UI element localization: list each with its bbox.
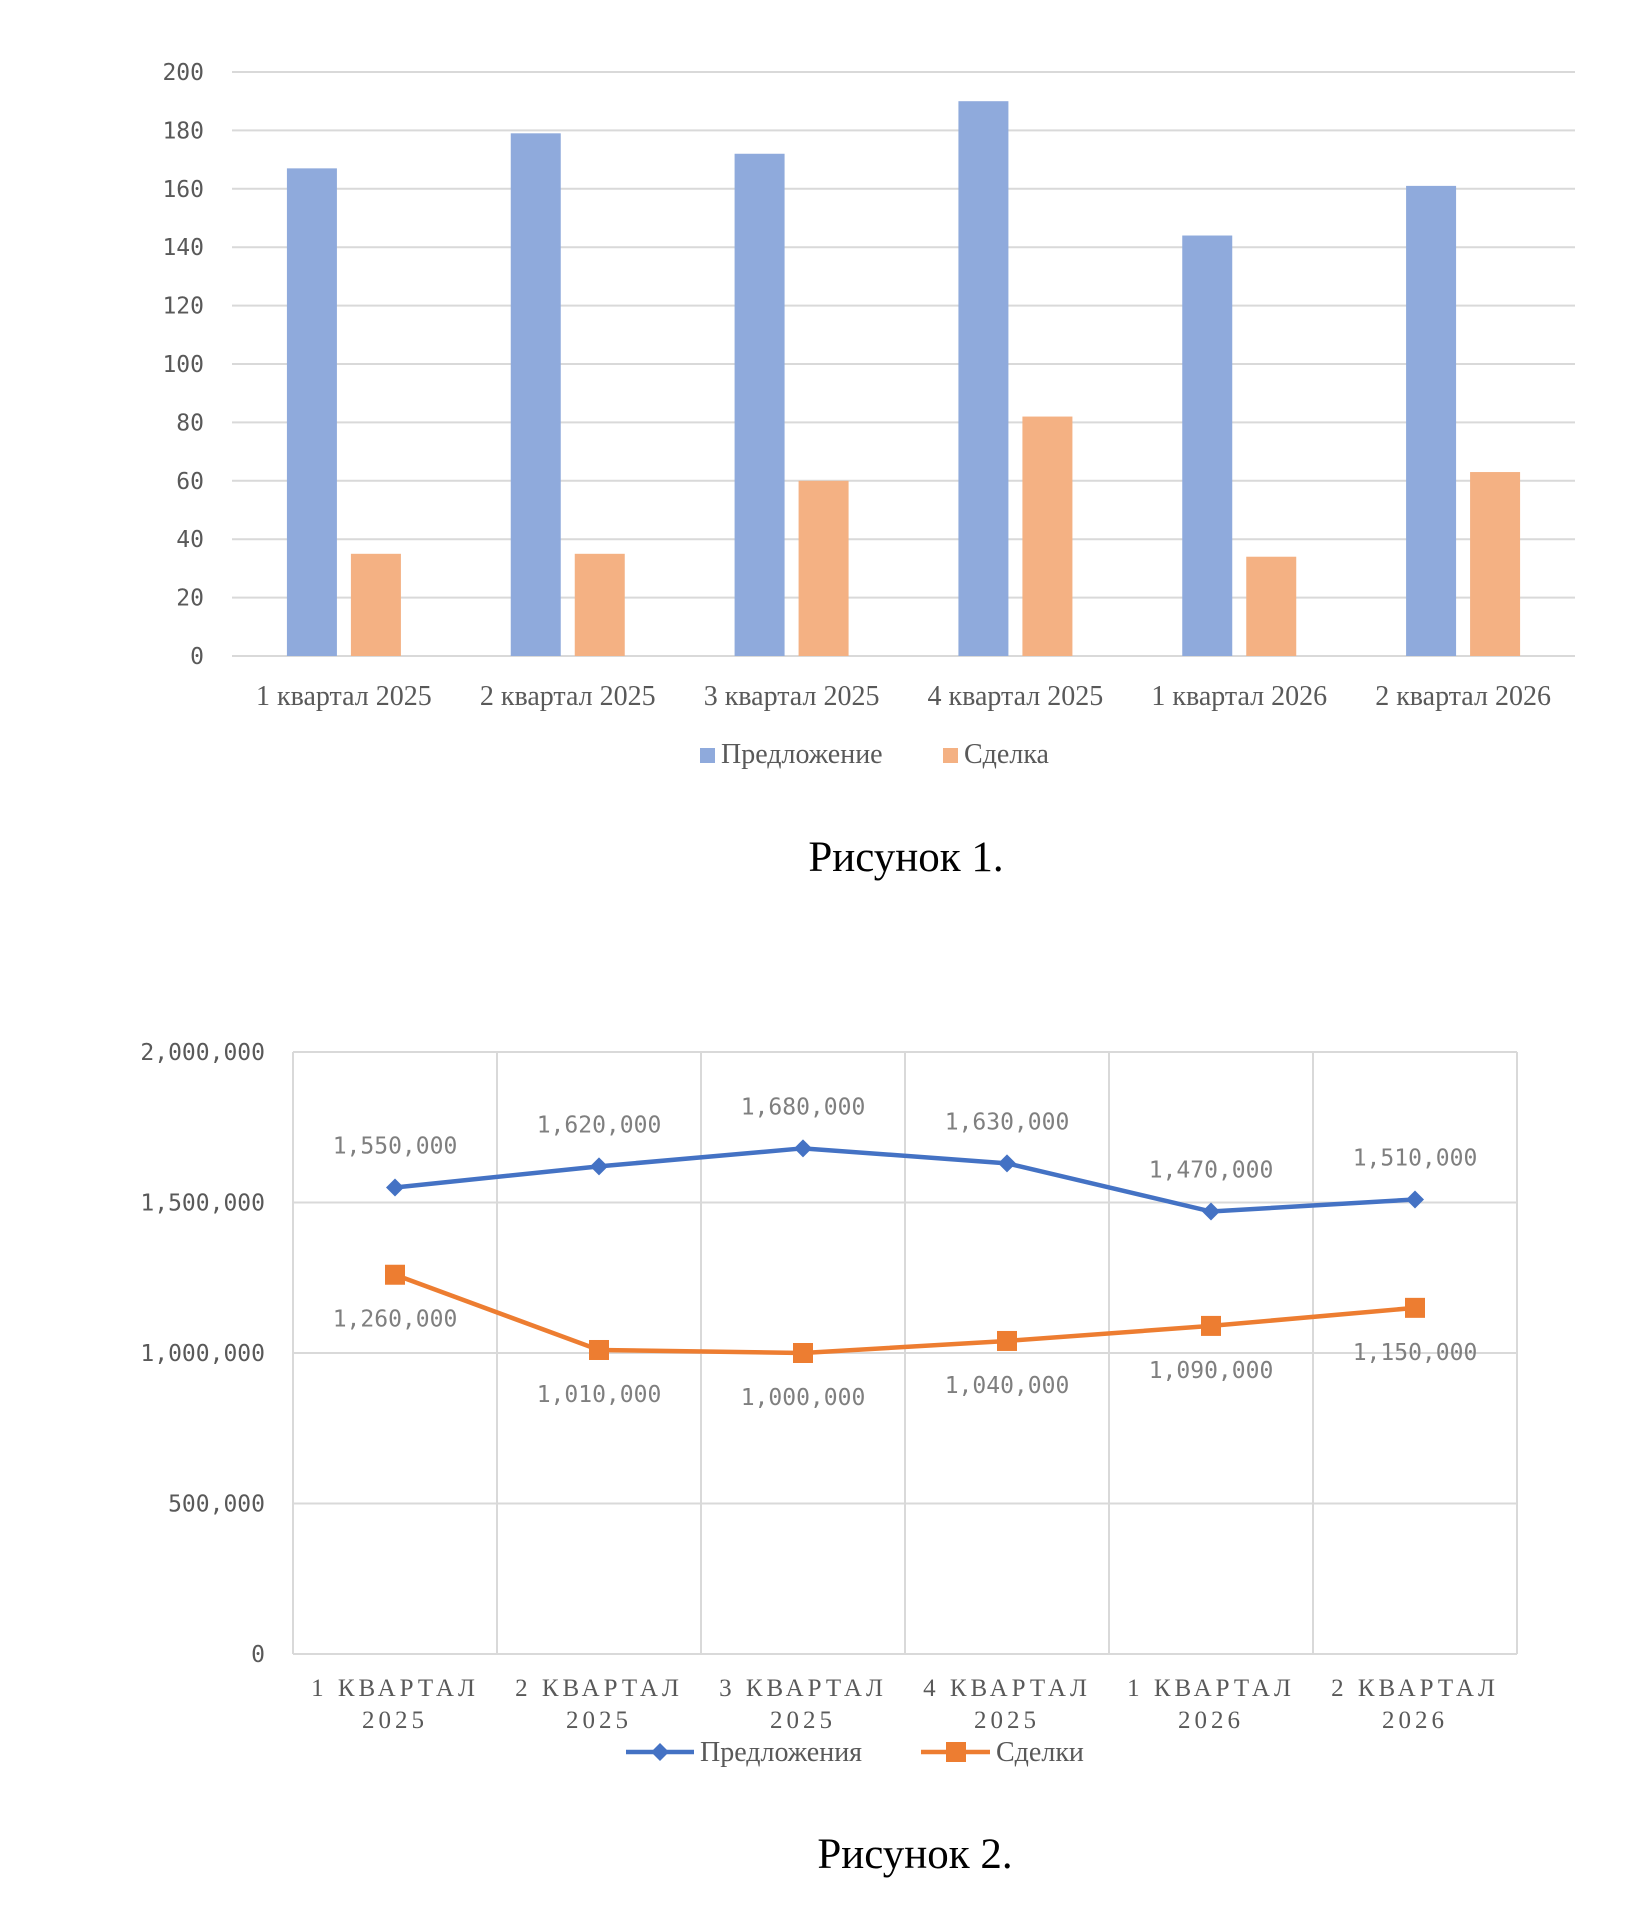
legend-marker-predlozheniya (651, 1743, 669, 1761)
data-label-predlozheniya: 1,550,000 (333, 1133, 458, 1159)
data-label-sdelki: 1,010,000 (537, 1382, 662, 1408)
legend-label-sdelka: Сделка (964, 739, 1050, 770)
line-chart: 0 500,000 1,000,000 1,500,000 2,000,000 1 КВА… (140, 1040, 1518, 1768)
marker-predlozheniya (998, 1154, 1016, 1173)
y-tick-label: 160 (162, 177, 204, 203)
x-tick-label-line1: 2 КВАРТАЛ (515, 1675, 683, 1702)
marker-predlozheniya (1202, 1202, 1220, 1221)
bar-sdelka (1470, 472, 1521, 656)
x-tick-label: 3 квартал 2025 (704, 681, 880, 712)
legend-swatch-predlozhenie (700, 748, 715, 763)
bar-predlozhenie (958, 101, 1009, 656)
figure1-caption: Рисунок 1. (808, 834, 1003, 881)
bar-sdelka (798, 480, 849, 656)
x-tick-label-line2: 2025 (362, 1707, 428, 1734)
bar-sdelka (1022, 416, 1073, 656)
data-label-sdelki: 1,260,000 (333, 1307, 458, 1333)
bar-sdelka (1246, 556, 1297, 656)
y-tick-label: 0 (251, 1642, 265, 1668)
bar-sdelka (574, 553, 625, 656)
x-tick-label: 1 квартал 2025 (256, 681, 432, 712)
y-tick-label: 200 (162, 60, 204, 86)
line-sdelki (394, 1272, 1416, 1356)
bar-predlozhenie (510, 133, 561, 656)
data-label-sdelki: 1,000,000 (741, 1385, 866, 1411)
data-label-predlozheniya: 1,470,000 (1149, 1158, 1274, 1184)
marker-sdelki (997, 1330, 1017, 1351)
y-tick-label: 1,000,000 (140, 1341, 265, 1367)
data-label-sdelki: 1,090,000 (1149, 1358, 1274, 1384)
data-label-predlozheniya: 1,620,000 (537, 1112, 662, 1138)
figure2-caption: Рисунок 2. (817, 1831, 1012, 1878)
legend-marker-sdelki (946, 1742, 966, 1762)
y-tick-label: 80 (176, 410, 204, 436)
y-tick-label: 100 (162, 352, 204, 378)
y-tick-label: 180 (162, 118, 204, 144)
legend-swatch-sdelka (943, 748, 958, 763)
y-tick-label: 2,000,000 (140, 1040, 265, 1066)
marker-sdelki (589, 1339, 609, 1360)
marker-sdelki (1201, 1315, 1221, 1336)
x-tick-label-line2: 2025 (770, 1707, 836, 1734)
y-tick-label: 40 (176, 527, 204, 553)
x-tick-label-line1: 1 КВАРТАЛ (1127, 1675, 1295, 1702)
y-tick-label: 140 (162, 235, 204, 261)
marker-predlozheniya (1406, 1190, 1424, 1209)
marker-predlozheniya (794, 1139, 812, 1158)
line-predlozheniya (394, 1146, 1416, 1214)
y-tick-label: 120 (162, 294, 204, 320)
bar-predlozhenie (1406, 185, 1457, 656)
x-tick-label: 2 квартал 2026 (1375, 681, 1551, 712)
bar-predlozhenie (286, 168, 337, 657)
y-tick-label: 500,000 (168, 1492, 265, 1518)
data-label-predlozheniya: 1,630,000 (945, 1109, 1070, 1135)
bar-predlozhenie (1182, 235, 1233, 656)
data-label-predlozheniya: 1,680,000 (741, 1094, 866, 1120)
x-tick-label-line1: 3 КВАРТАЛ (719, 1675, 887, 1702)
bar-sdelka (350, 553, 401, 656)
marker-sdelki (385, 1264, 405, 1285)
marker-sdelki (793, 1343, 813, 1363)
bar-predlozhenie (734, 153, 785, 656)
marker-predlozheniya (386, 1178, 404, 1197)
x-tick-label-line2: 2026 (1382, 1707, 1448, 1734)
data-label-sdelki: 1,150,000 (1353, 1340, 1478, 1366)
x-tick-label: 2 квартал 2025 (480, 681, 656, 712)
x-tick-label-line2: 2026 (1178, 1707, 1244, 1734)
x-tick-label-line1: 1 КВАРТАЛ (311, 1675, 479, 1702)
legend-label-predlozheniya: Предложения (700, 1737, 862, 1768)
data-label-predlozheniya: 1,510,000 (1353, 1145, 1478, 1171)
x-tick-label: 1 квартал 2026 (1151, 681, 1327, 712)
marker-sdelki (1405, 1297, 1425, 1318)
legend-label-predlozhenie: Предложение (721, 739, 883, 770)
legend-label-sdelki: Сделки (996, 1737, 1084, 1768)
bar-chart: 0 20 40 60 80 100 120 140 160 180 200 1 квартал 202… (162, 60, 1575, 770)
x-tick-label-line2: 2025 (974, 1707, 1040, 1734)
y-tick-label: 0 (190, 644, 204, 670)
x-tick-label: 4 квартал 2025 (928, 681, 1104, 712)
y-tick-label: 20 (176, 586, 204, 612)
x-tick-label-line1: 2 КВАРТАЛ (1331, 1675, 1499, 1702)
data-label-sdelki: 1,040,000 (945, 1373, 1070, 1399)
marker-predlozheniya (590, 1157, 608, 1176)
y-tick-label: 1,500,000 (140, 1191, 265, 1217)
x-tick-label-line2: 2025 (566, 1707, 632, 1734)
x-tick-label-line1: 4 КВАРТАЛ (923, 1675, 1091, 1702)
y-tick-label: 60 (176, 469, 204, 495)
